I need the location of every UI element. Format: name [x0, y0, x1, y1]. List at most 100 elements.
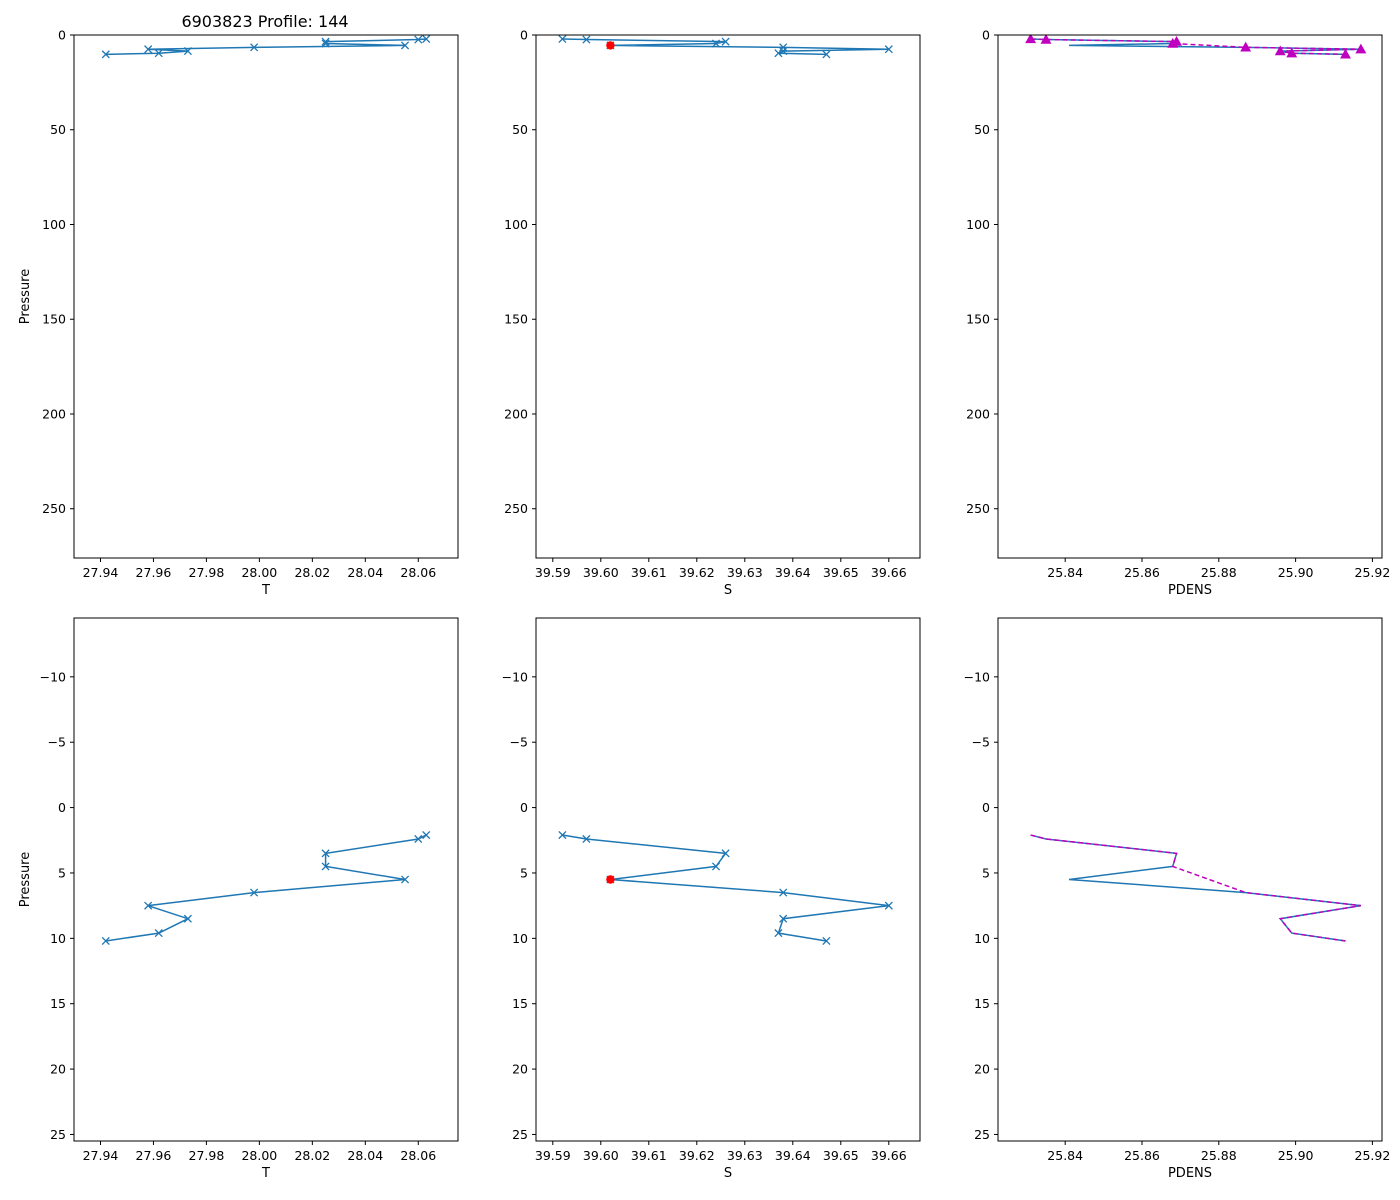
- x-marker: [250, 43, 259, 52]
- x-tick-label: 39.64: [775, 565, 811, 580]
- x-axis-label: S: [724, 583, 732, 598]
- x-tick-label: 28.06: [400, 1148, 436, 1163]
- x-marker: [321, 849, 330, 858]
- x-marker: [711, 39, 721, 48]
- axes-frame: [535, 617, 921, 1142]
- y-tick-label: 10: [512, 931, 528, 946]
- y-tick-label: 10: [974, 931, 990, 946]
- x-tick-label: 28.00: [241, 565, 277, 580]
- triangle-marker: [1286, 47, 1298, 58]
- y-tick-label: 150: [42, 312, 66, 327]
- x-marker: [321, 862, 330, 871]
- x-marker: [558, 830, 567, 840]
- x-tick-label: 39.65: [823, 565, 859, 580]
- plot-area: [558, 830, 893, 946]
- x-marker: [422, 35, 431, 44]
- y-tick-label: 200: [966, 406, 990, 421]
- x-marker: [721, 849, 730, 858]
- y-tick-label: 10: [50, 931, 66, 946]
- x-tick-label: 27.94: [83, 565, 119, 580]
- plot-area: [1030, 834, 1361, 942]
- y-tick-label: 100: [42, 217, 66, 232]
- x-axis-label: PDENS: [1168, 1166, 1212, 1181]
- x-tick-label: 25.84: [1047, 565, 1083, 580]
- panels-container: 27.94 27.96 27.98 28.00 28.02 28.04 28.0605010…: [18, 28, 1390, 1182]
- panel-top-right: 25.84 25.86 25.88 25.90 25.92 0 50 100 150 200 250…: [966, 28, 1390, 599]
- axes-frame: [535, 34, 921, 559]
- x-tick-label: 25.88: [1201, 565, 1237, 580]
- x-axis-label: T: [261, 583, 270, 598]
- x-marker: [183, 47, 192, 56]
- y-tick-label: 5: [520, 865, 528, 880]
- y-tick-label: 15: [50, 996, 66, 1011]
- panel-bottom-right: 25.84 25.86 25.88 25.90 25.92 −10 −5 0 5 10 15 20 25…: [964, 617, 1391, 1181]
- x-axis-label: S: [724, 1166, 732, 1181]
- axes-frame: [73, 34, 459, 559]
- x-tick-label: 39.65: [823, 1148, 859, 1163]
- x-tick-label: 39.62: [679, 1148, 715, 1163]
- x-marker: [400, 875, 410, 884]
- x-marker: [822, 936, 831, 946]
- axes-frame: [73, 617, 459, 1142]
- x-tick-label: 28.04: [347, 565, 383, 580]
- y-tick-label: 25: [974, 1127, 990, 1142]
- y-tick-label: 250: [504, 501, 528, 516]
- x-marker: [101, 936, 110, 946]
- y-axis-label: Pressure: [18, 852, 33, 908]
- axes-frame: [997, 34, 1383, 559]
- x-marker: [414, 834, 423, 844]
- y-tick-label: 20: [974, 1062, 990, 1077]
- triangle-marker: [1040, 35, 1052, 44]
- x-marker: [321, 37, 330, 46]
- y-tick-label: 25: [50, 1127, 66, 1142]
- triangle-marker: [1025, 35, 1037, 44]
- x-marker: [400, 41, 410, 50]
- panel-bottom-left: 27.94 27.96 27.98 28.00 28.02 28.04 28.06 −10 −5…: [18, 617, 459, 1181]
- x-tick-label: 39.59: [535, 1148, 571, 1163]
- y-tick-label: 15: [974, 996, 990, 1011]
- x-tick-label: 28.02: [294, 565, 330, 580]
- y-tick-label: 250: [42, 501, 66, 516]
- x-marker: [183, 914, 192, 923]
- x-tick-label: 39.61: [631, 1148, 667, 1163]
- triangle-marker: [1355, 43, 1367, 54]
- y-tick-label: 50: [512, 122, 528, 137]
- x-tick-label: 25.90: [1278, 565, 1314, 580]
- x-tick-label: 25.92: [1355, 1148, 1391, 1163]
- y-tick-label: 0: [520, 800, 528, 815]
- panel-top-left: 27.94 27.96 27.98 28.00 28.02 28.04 28.06 0 50 10…: [18, 28, 459, 598]
- axes-frame: [997, 617, 1383, 1142]
- y-tick-label: 0: [982, 28, 990, 43]
- x-marker: [582, 834, 591, 844]
- x-tick-label: 39.60: [583, 1148, 619, 1163]
- x-tick-label: 27.94: [83, 1148, 119, 1163]
- x-marker: [779, 43, 788, 52]
- plot-area: [1025, 35, 1367, 59]
- x-marker: [144, 901, 153, 910]
- y-tick-label: 0: [58, 800, 66, 815]
- plot-area: [558, 35, 893, 59]
- x-tick-label: 27.98: [189, 1148, 225, 1163]
- x-marker: [422, 830, 431, 840]
- x-marker: [774, 49, 783, 58]
- y-tick-label: −5: [48, 735, 66, 750]
- x-marker: [884, 901, 893, 910]
- x-marker: [414, 35, 423, 44]
- flagged-point-marker: [606, 41, 615, 50]
- y-tick-label: 150: [504, 312, 528, 327]
- series-line-pdens-computed: [1030, 834, 1361, 942]
- y-tick-label: 0: [982, 800, 990, 815]
- x-tick-label: 39.66: [871, 565, 907, 580]
- x-tick-label: 39.62: [679, 565, 715, 580]
- panel-bottom-middle: 39.59 39.60 39.61 39.62 39.63 39.64 39.65 39.66…: [502, 617, 921, 1181]
- triangle-marker: [1240, 41, 1252, 52]
- series-line-pdens-computed: [1030, 38, 1361, 56]
- series-line-t: [105, 834, 427, 942]
- x-tick-label: 25.92: [1355, 565, 1391, 580]
- x-marker: [558, 35, 567, 44]
- x-marker: [144, 45, 153, 54]
- x-tick-label: 25.86: [1124, 565, 1160, 580]
- x-tick-label: 25.84: [1047, 1148, 1083, 1163]
